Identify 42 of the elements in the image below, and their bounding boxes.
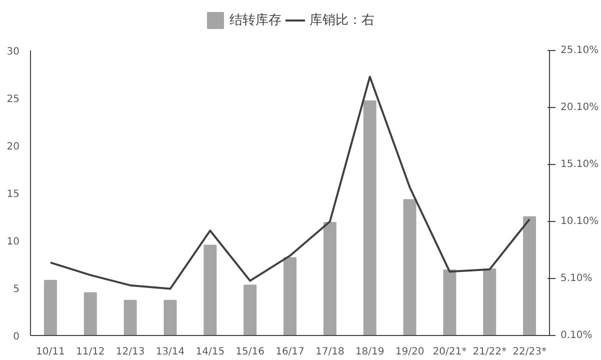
x-tick-label: 19/20 — [395, 346, 424, 358]
bar — [403, 199, 416, 336]
y2-tick-label: 20.10% — [560, 102, 599, 113]
x-tick-label: 11/12 — [76, 346, 105, 358]
x-tick-label: 10/11 — [36, 346, 65, 358]
x-tick-label: 16/17 — [276, 346, 304, 358]
y2-tick-label: 15.10% — [560, 159, 599, 170]
y2-tick-label: 5.10% — [560, 273, 592, 284]
bar — [443, 269, 456, 336]
x-tick-label: 12/13 — [116, 346, 145, 358]
y2-tick-label: 25.10% — [560, 45, 599, 56]
bar — [124, 300, 137, 336]
legend-label: 库销比：右 — [310, 12, 374, 29]
bar — [204, 244, 217, 336]
x-tick-label: 22/23* — [512, 346, 546, 358]
y-tick-label: 5 — [13, 284, 20, 295]
y2-tick-label: 0.10% — [560, 330, 592, 341]
y-tick-label: 0 — [13, 332, 20, 342]
y-tick-label: 15 — [6, 189, 20, 200]
y2-tick-label: 10.10% — [560, 216, 599, 227]
y-tick-label: 30 — [6, 46, 20, 58]
x-tick-label: 13/14 — [156, 346, 185, 358]
y-tick-label: 25 — [6, 94, 20, 105]
bar — [284, 257, 296, 336]
x-tick-label: 20/21* — [432, 346, 467, 358]
x-tick-label: 14/15 — [196, 346, 225, 358]
x-tick-label: 17/18 — [316, 346, 344, 358]
bar — [164, 300, 177, 336]
bar — [244, 284, 257, 336]
line-series — [49, 76, 531, 290]
bar — [84, 292, 97, 336]
y-tick-label: 20 — [6, 142, 20, 152]
bar — [523, 216, 536, 336]
bar — [44, 280, 57, 336]
x-tick-label: 21/22* — [472, 346, 507, 358]
legend-label: 结转库存 — [230, 12, 282, 29]
bar — [323, 222, 336, 336]
bar — [363, 100, 376, 336]
x-tick-label: 18/19 — [355, 346, 384, 358]
y-tick-label: 10 — [6, 236, 20, 248]
x-tick-label: 15/16 — [236, 346, 264, 358]
bar — [483, 268, 496, 336]
